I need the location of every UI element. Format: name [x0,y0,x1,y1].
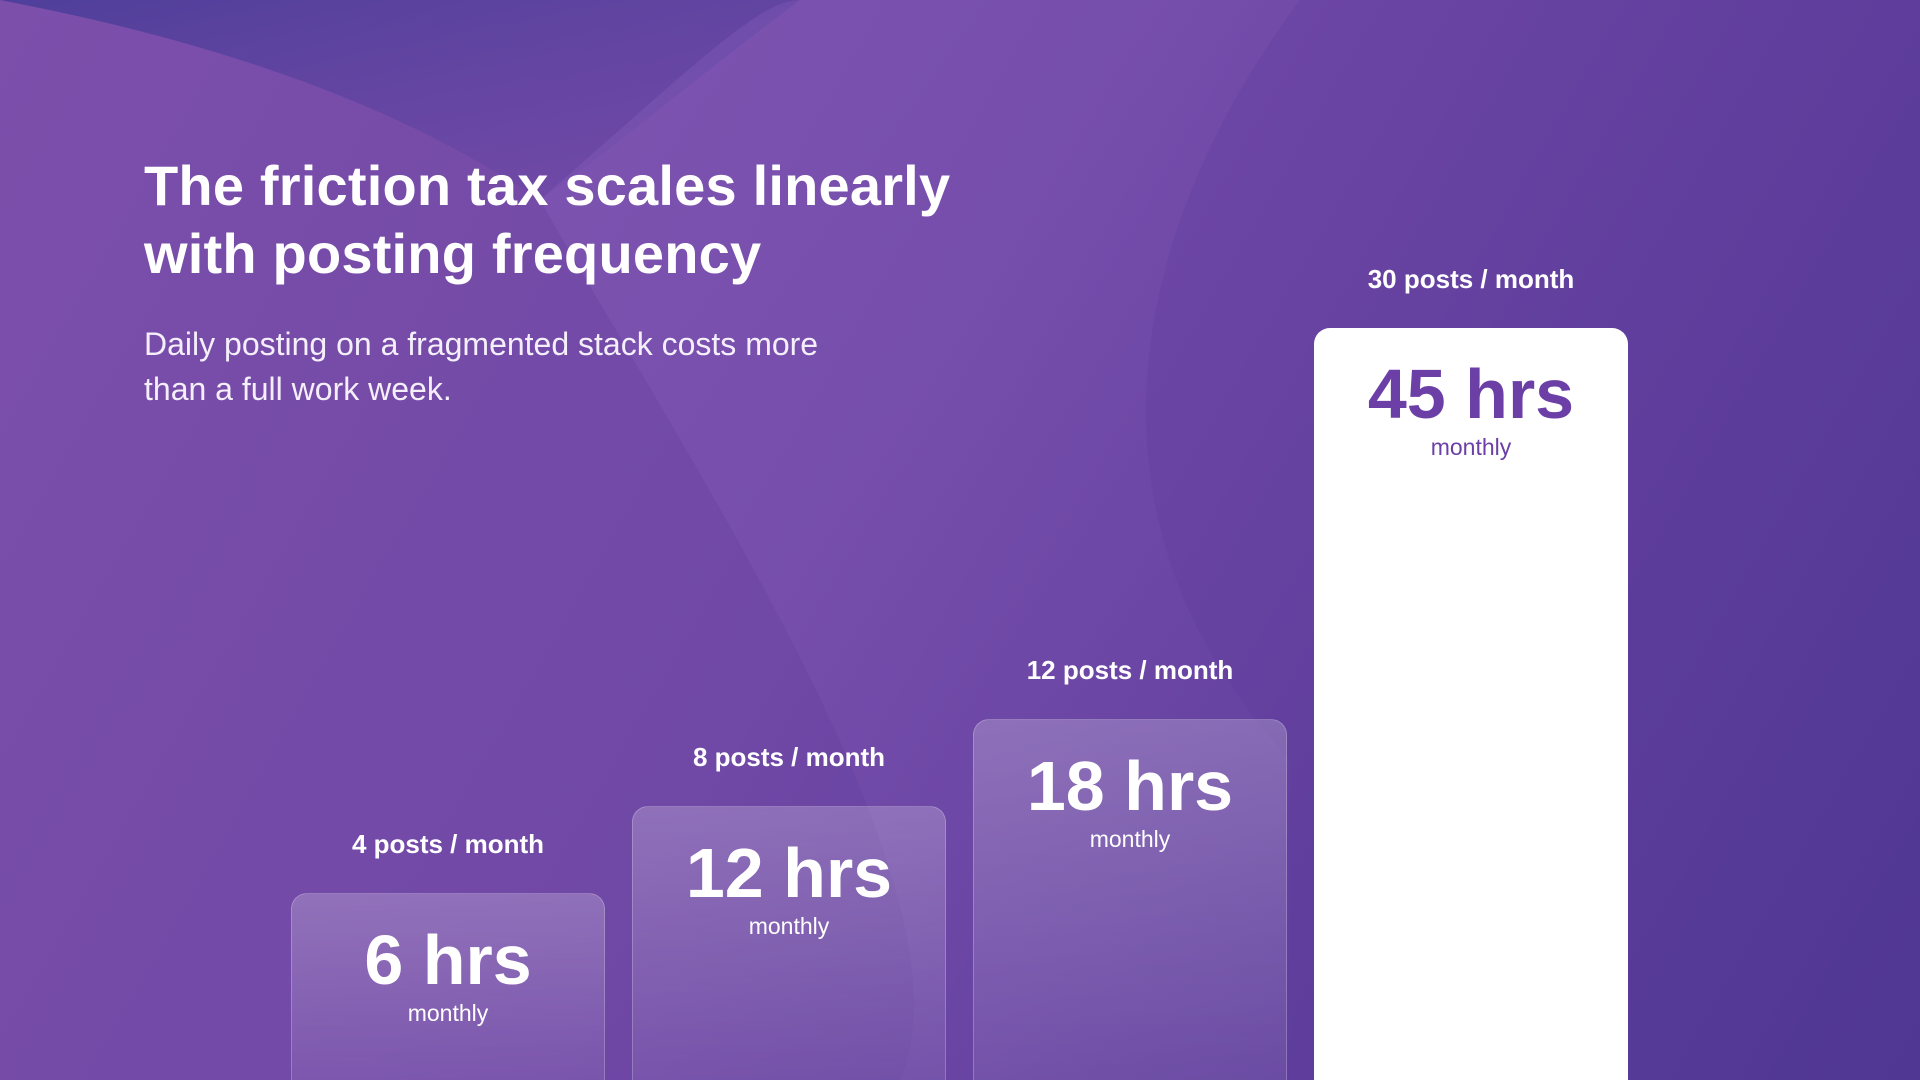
bar-category-label: 4 posts / month [351,829,545,859]
bar-unit-label: monthly [407,1000,489,1026]
bar-group-2: 12 posts / month 18 hrs monthly [973,655,1287,1080]
bar-value-label: 18 hrs [1026,747,1234,825]
bar-value-label: 12 hrs [685,834,893,912]
bar-category-label: 8 posts / month [692,742,886,772]
chart-subtitle: Daily posting on a fragmented stack cost… [144,326,819,407]
bar-category-label: 30 posts / month [1367,263,1575,294]
bar-category-label: 12 posts / month [1026,655,1234,685]
bar-group-3: 30 posts / month 45 hrs monthly [1314,264,1628,1080]
background-wave-light [540,0,1300,1080]
bar: 18 hrs monthly [973,719,1287,1080]
bar-unit-label: monthly [748,913,830,939]
bar: 45 hrs monthly [1314,327,1628,1080]
bar: 6 hrs monthly [291,893,605,1080]
bar-unit-label: monthly [1430,433,1512,460]
chart-title: The friction tax scales linearly with po… [144,154,951,285]
bar-unit-label: monthly [1089,826,1171,852]
bar-value-label: 6 hrs [364,921,532,999]
bar-value-label: 45 hrs [1367,354,1575,433]
bar-group-0: 4 posts / month 6 hrs monthly [291,829,605,1080]
bar: 12 hrs monthly [632,806,946,1080]
bar-group-1: 8 posts / month 12 hrs monthly [632,742,946,1080]
